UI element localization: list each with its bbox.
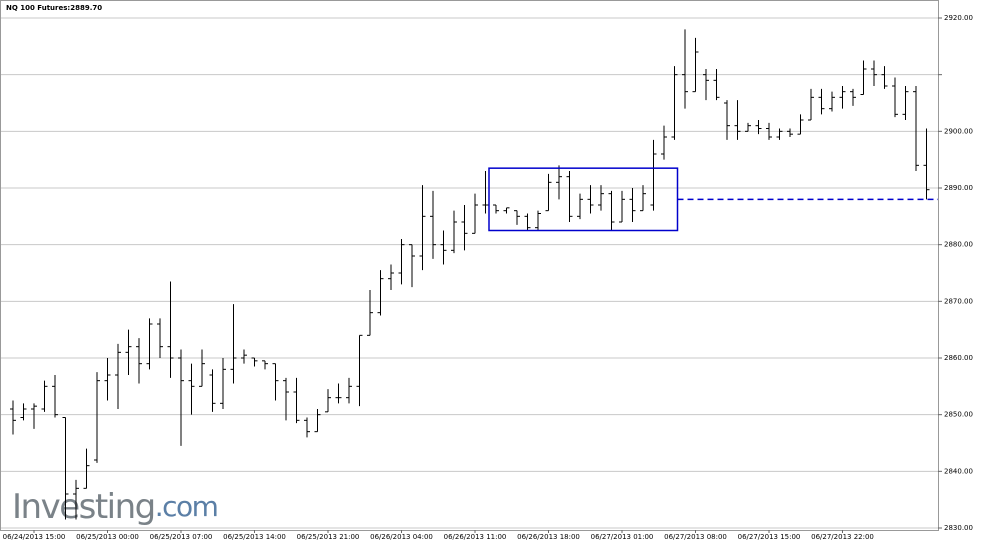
x-tick-label: 06/26/2013 18:00 (517, 533, 580, 541)
plot-frame (0, 0, 939, 531)
x-tick-label: 06/26/2013 04:00 (370, 533, 433, 541)
x-tick-label: 06/27/2013 08:00 (664, 533, 727, 541)
y-tick-label: 2900.00 (944, 127, 973, 135)
x-tick-label: 06/26/2013 11:00 (444, 533, 507, 541)
x-tick-label: 06/25/2013 07:00 (150, 533, 213, 541)
y-tick-label: 2830.00 (944, 524, 973, 532)
watermark-main: Investing (12, 487, 155, 527)
x-tick-label: 06/27/2013 01:00 (591, 533, 654, 541)
y-tick-label: 2850.00 (944, 411, 973, 419)
y-tick-label: 2840.00 (944, 467, 973, 475)
y-tick-label: 2880.00 (944, 241, 973, 249)
y-tick-label: 2890.00 (944, 184, 973, 192)
y-tick-label: 2870.00 (944, 297, 973, 305)
x-tick-label: 06/27/2013 15:00 (738, 533, 801, 541)
x-tick-label: 06/25/2013 00:00 (76, 533, 139, 541)
y-tick-label: 2920.00 (944, 14, 973, 22)
watermark-suffix: .com (155, 490, 218, 523)
x-tick-label: 06/25/2013 21:00 (297, 533, 360, 541)
x-tick-label: 06/25/2013 14:00 (223, 533, 286, 541)
chart-title: NQ 100 Futures:2889.70 (6, 4, 102, 12)
y-tick-label: 2860.00 (944, 354, 973, 362)
x-tick-label: 06/27/2013 22:00 (811, 533, 874, 541)
x-tick-label: 06/24/2013 15:00 (3, 533, 66, 541)
watermark: Investing.com (12, 487, 217, 527)
